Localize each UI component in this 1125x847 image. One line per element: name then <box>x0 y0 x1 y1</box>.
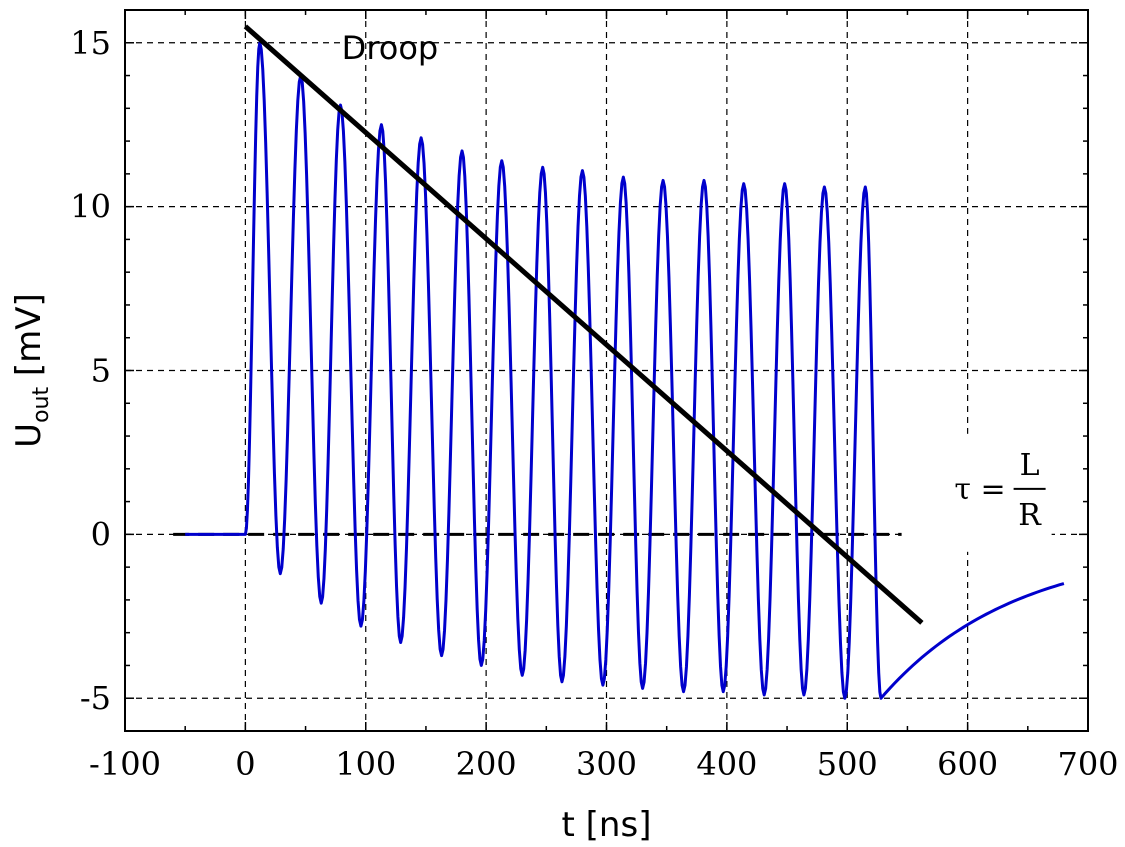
ticks <box>124 9 1089 732</box>
x-tick-label: 200 <box>456 745 517 783</box>
x-axis-title: t [ns] <box>562 805 652 845</box>
y-axis-title-sub: out <box>29 387 54 423</box>
x-tick-label: 600 <box>937 745 998 783</box>
droop-annotation: Droop <box>342 29 439 67</box>
series-layer <box>173 24 1065 700</box>
tau-formula: τ = L R <box>901 433 1052 552</box>
x-tick-label: 0 <box>235 745 255 783</box>
tau-formula-lhs: τ = <box>954 472 1005 507</box>
x-tick-label: 400 <box>696 745 757 783</box>
tick-labels: -100 0 100 200 300 400 500 600 700 -5 0 5 10 15 <box>70 24 1118 783</box>
y-axis-title: Uout [mV] <box>9 293 54 448</box>
y-axis-title-unit: [mV] <box>9 293 49 387</box>
y-tick-label: 15 <box>70 24 111 62</box>
tau-formula-denominator: R <box>1018 498 1042 533</box>
x-tick-label: 500 <box>817 745 878 783</box>
y-tick-label: 5 <box>91 352 111 390</box>
tau-formula-numerator: L <box>1020 448 1040 483</box>
tau-formula-background <box>901 433 1052 552</box>
y-tick-label: -5 <box>80 679 111 717</box>
x-tick-label: 100 <box>335 745 396 783</box>
x-tick-label: 300 <box>576 745 637 783</box>
droop-line <box>243 24 924 625</box>
signal-series-line <box>185 41 1065 700</box>
x-tick-label: 700 <box>1057 745 1118 783</box>
x-tick-label: -100 <box>89 745 161 783</box>
y-axis-title-main: U <box>9 423 49 448</box>
y-tick-label: 0 <box>91 515 111 553</box>
y-tick-label: 10 <box>70 188 111 226</box>
